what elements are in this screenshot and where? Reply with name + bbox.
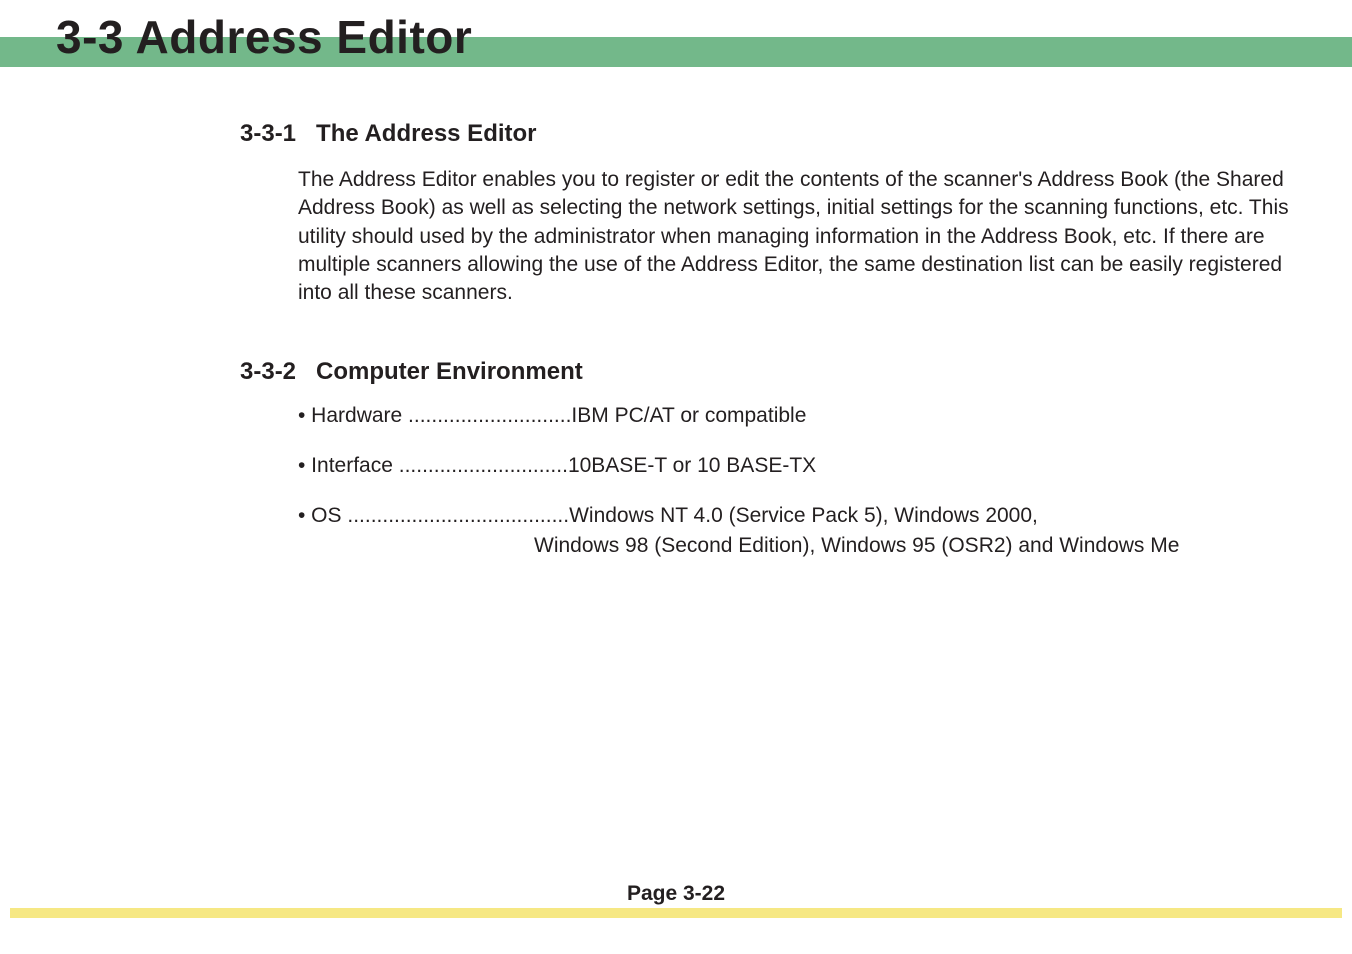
section-2-number: 3-3-2 [240, 358, 296, 386]
env-label-hardware: • Hardware ............................ [298, 404, 571, 428]
env-value-os: Windows NT 4.0 (Service Pack 5), Windows… [569, 504, 1295, 528]
page-content: 3-3-1 The Address Editor The Address Edi… [240, 120, 1295, 558]
chapter-title: 3-3 Address Editor [56, 10, 472, 64]
env-item-os: • OS ...................................… [298, 504, 1295, 528]
section-1-title: The Address Editor [316, 120, 536, 148]
page-number-label: Page 3-22 [0, 882, 1352, 906]
env-value-interface: 10BASE-T or 10 BASE-TX [568, 454, 1295, 478]
section-1-body: The Address Editor enables you to regist… [298, 166, 1295, 308]
section-2-title: Computer Environment [316, 358, 583, 386]
section-1-heading: 3-3-1 The Address Editor [240, 120, 1295, 148]
environment-list: • Hardware ............................ … [298, 404, 1295, 558]
env-value-hardware: IBM PC/AT or compatible [571, 404, 1295, 428]
footer-band [10, 908, 1342, 918]
env-value-os-extra: Windows 98 (Second Edition), Windows 95 … [534, 534, 1295, 558]
section-2-heading: 3-3-2 Computer Environment [240, 358, 1295, 386]
section-1-number: 3-3-1 [240, 120, 296, 148]
env-item-interface: • Interface ............................… [298, 454, 1295, 478]
section-2: 3-3-2 Computer Environment • Hardware ..… [240, 358, 1295, 558]
env-item-hardware: • Hardware ............................ … [298, 404, 1295, 428]
env-label-os: • OS ...................................… [298, 504, 569, 528]
document-page: 3-3 Address Editor 3-3-1 The Address Edi… [0, 0, 1352, 954]
env-label-interface: • Interface ............................… [298, 454, 568, 478]
